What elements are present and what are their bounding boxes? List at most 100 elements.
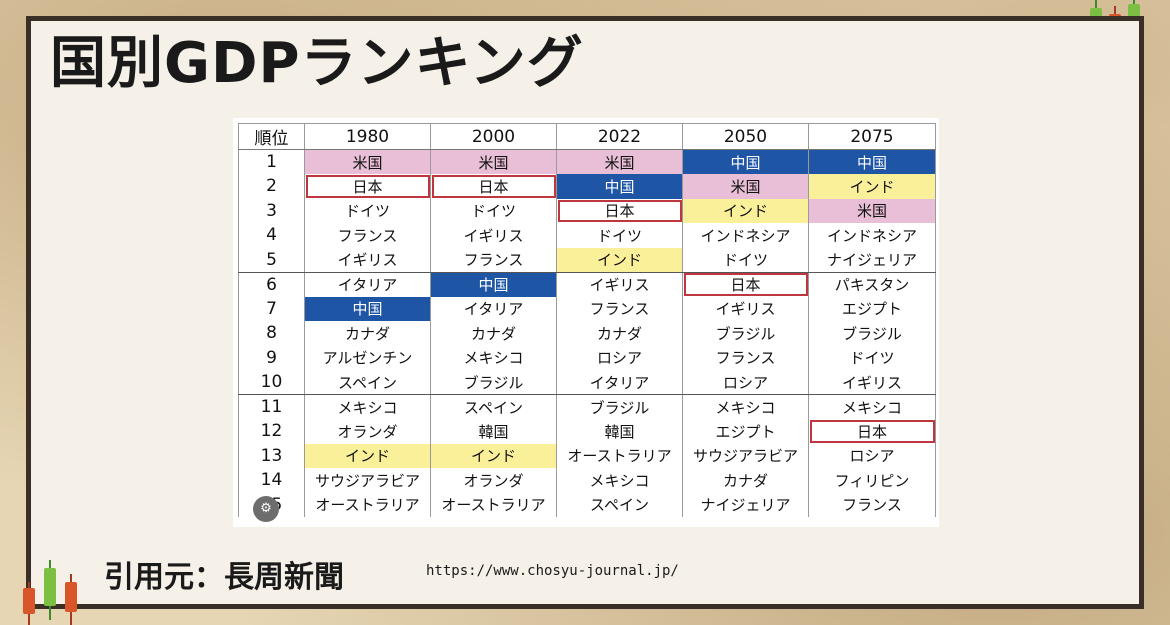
country-cell: インドネシア	[682, 223, 809, 248]
source-url[interactable]: https://www.chosyu-journal.jp/	[426, 563, 679, 579]
country-cell: 米国	[430, 149, 557, 174]
candlestick-chart-icon-bottom-left	[18, 560, 88, 625]
country-cell: フランス	[808, 492, 936, 517]
table-row: 8 カナダ カナダ カナダ ブラジル ブラジル	[238, 321, 936, 346]
country-cell: メキシコ	[808, 394, 936, 419]
country-cell: インド	[430, 443, 557, 468]
country-cell: スペイン	[304, 370, 431, 395]
rank-cell: 12	[238, 419, 305, 444]
country-cell: イギリス	[556, 272, 683, 297]
country-cell: カナダ	[304, 321, 431, 346]
country-cell: 日本	[682, 272, 809, 297]
country-cell: サウジアラビア	[304, 468, 431, 493]
table-row: 5 イギリス フランス インド ドイツ ナイジェリア	[238, 247, 936, 273]
header-year: 2075	[808, 123, 936, 150]
rank-cell: 9	[238, 345, 305, 370]
country-cell: ナイジェリア	[682, 492, 809, 517]
country-cell: 米国	[304, 149, 431, 174]
country-cell: サウジアラビア	[682, 443, 809, 468]
country-cell: ロシア	[682, 370, 809, 395]
country-cell: インド	[682, 198, 809, 223]
table-row: 2 日本 日本 中国 米国 インド	[238, 174, 936, 199]
rank-cell: 8	[238, 321, 305, 346]
country-cell: パキスタン	[808, 272, 936, 297]
table-header-row: 順位 1980 2000 2022 2050 2075	[238, 123, 936, 150]
image-search-icon[interactable]: ⚙	[253, 496, 279, 522]
country-cell: ドイツ	[556, 223, 683, 248]
rank-cell: 10	[238, 370, 305, 395]
country-cell: フィリピン	[808, 468, 936, 493]
country-cell: 米国	[808, 198, 936, 223]
country-cell: メキシコ	[556, 468, 683, 493]
gdp-ranking-table: 順位 1980 2000 2022 2050 2075 1 米国 米国 米国 中国 中国 2…	[238, 123, 936, 517]
table-row: 15オーストラリアオーストラリアスペインナイジェリアフランス	[238, 492, 936, 517]
header-year: 2022	[556, 123, 683, 150]
country-cell: イギリス	[304, 247, 431, 273]
header-rank: 順位	[238, 123, 305, 150]
country-cell: ブラジル	[808, 321, 936, 346]
rank-cell: 6	[238, 272, 305, 297]
country-cell: フランス	[430, 247, 557, 273]
country-cell: イギリス	[682, 296, 809, 321]
country-cell: インド	[556, 247, 683, 273]
country-cell: フランス	[304, 223, 431, 248]
country-cell: オランダ	[304, 419, 431, 444]
table-row: 4 フランス イギリス ドイツ インドネシア インドネシア	[238, 223, 936, 248]
country-cell: 韓国	[556, 419, 683, 444]
country-cell: イタリア	[304, 272, 431, 297]
country-cell: 米国	[682, 174, 809, 199]
table-row: 11 メキシコ スペイン ブラジル メキシコ メキシコ	[238, 394, 936, 419]
country-cell: 日本	[304, 174, 431, 199]
ranking-table-image: 順位 1980 2000 2022 2050 2075 1 米国 米国 米国 中国 中国 2…	[233, 118, 939, 527]
country-cell: ブラジル	[682, 321, 809, 346]
table-row: 7 中国 イタリア フランス イギリス エジプト	[238, 296, 936, 321]
country-cell: 中国	[808, 149, 936, 174]
country-cell: ブラジル	[556, 394, 683, 419]
country-cell: 米国	[556, 149, 683, 174]
country-cell: エジプト	[682, 419, 809, 444]
country-cell: ロシア	[808, 443, 936, 468]
country-cell: ナイジェリア	[808, 247, 936, 273]
table-row: 6 イタリア 中国 イギリス 日本 パキスタン	[238, 272, 936, 297]
rank-cell: 5	[238, 247, 305, 273]
country-cell: メキシコ	[430, 345, 557, 370]
country-cell: オーストラリア	[430, 492, 557, 517]
country-cell: ドイツ	[808, 345, 936, 370]
country-cell: メキシコ	[304, 394, 431, 419]
table-row: 1 米国 米国 米国 中国 中国	[238, 149, 936, 174]
country-cell: オーストラリア	[556, 443, 683, 468]
country-cell: 中国	[430, 272, 557, 297]
country-cell: エジプト	[808, 296, 936, 321]
rank-cell: 2	[238, 174, 305, 199]
country-cell: オランダ	[430, 468, 557, 493]
country-cell: ドイツ	[682, 247, 809, 273]
rank-cell: 11	[238, 394, 305, 419]
table-row: 14 サウジアラビア オランダ メキシコ カナダ フィリピン	[238, 468, 936, 493]
rank-cell: 7	[238, 296, 305, 321]
country-cell: カナダ	[682, 468, 809, 493]
header-year: 2000	[430, 123, 557, 150]
country-cell: イギリス	[808, 370, 936, 395]
country-cell: スペイン	[556, 492, 683, 517]
rank-cell: 14	[238, 468, 305, 493]
country-cell: 日本	[556, 198, 683, 223]
country-cell: オーストラリア	[304, 492, 431, 517]
rank-cell: 4	[238, 223, 305, 248]
country-cell: 日本	[808, 419, 936, 444]
country-cell: ドイツ	[304, 198, 431, 223]
country-cell: 中国	[304, 296, 431, 321]
country-cell: フランス	[682, 345, 809, 370]
table-row: 12 オランダ 韓国 韓国 エジプト 日本	[238, 419, 936, 444]
rank-cell: 13	[238, 443, 305, 468]
country-cell: ロシア	[556, 345, 683, 370]
country-cell: インドネシア	[808, 223, 936, 248]
country-cell: インド	[808, 174, 936, 199]
table-row: 9 アルゼンチン メキシコ ロシア フランス ドイツ	[238, 345, 936, 370]
country-cell: フランス	[556, 296, 683, 321]
country-cell: 日本	[430, 174, 557, 199]
country-cell: スペイン	[430, 394, 557, 419]
country-cell: メキシコ	[682, 394, 809, 419]
country-cell: イタリア	[430, 296, 557, 321]
country-cell: 中国	[682, 149, 809, 174]
country-cell: ブラジル	[430, 370, 557, 395]
